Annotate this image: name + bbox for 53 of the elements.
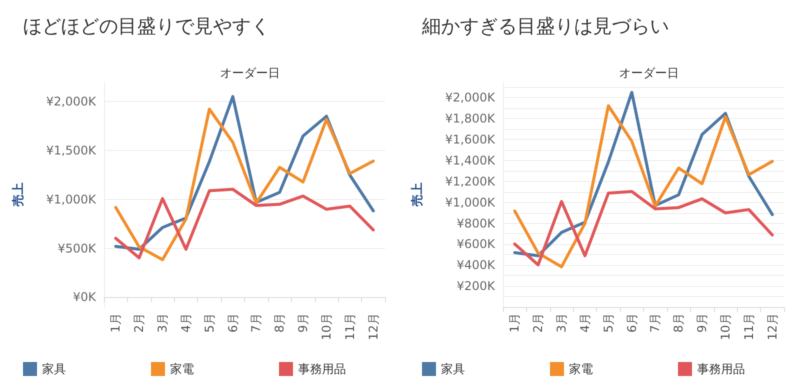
x-tick-label: 8月: [272, 313, 287, 333]
x-tick-label: 3月: [156, 313, 170, 333]
x-tick-label: 5月: [202, 313, 216, 333]
legend-label: 家具: [441, 362, 465, 376]
x-tick-label: 10月: [319, 313, 334, 340]
y-tick-label: ¥1,500K: [46, 143, 98, 158]
x-tick-label: 4月: [578, 313, 592, 333]
x-tick-label: 12月: [765, 313, 780, 340]
legend-label: 家電: [569, 362, 593, 376]
y-tick-label: ¥400K: [456, 258, 496, 272]
x-tick-label: 2月: [132, 313, 146, 333]
x-tick-label: 7月: [249, 313, 264, 333]
y-tick-label: ¥2,000K: [46, 94, 98, 109]
legend-label: 事務用品: [298, 362, 346, 376]
y-tick-label: ¥1,800K: [445, 112, 496, 126]
y-tick-label: ¥500K: [58, 241, 98, 256]
legend-label: 家電: [170, 362, 194, 376]
y-axis-title: 売上: [410, 182, 424, 206]
y-tick-label: ¥2,000K: [445, 90, 496, 105]
chart-title: ほどほどの目盛りで見やすく: [23, 16, 270, 38]
x-tick-label: 7月: [648, 313, 662, 333]
y-tick-label: ¥600K: [456, 237, 496, 252]
chart-title: 細かすぎる目盛りは見づらい: [421, 16, 669, 38]
x-tick-label: 9月: [296, 313, 310, 333]
y-axis-title: 売上: [11, 182, 25, 206]
x-tick-label: 4月: [178, 313, 193, 333]
x-tick-label: 8月: [672, 313, 686, 333]
y-tick-label: ¥200K: [456, 279, 496, 294]
x-tick-label: 11月: [342, 313, 357, 340]
y-tick-label: ¥0K: [72, 290, 98, 304]
y-tick-label: ¥1,000K: [445, 195, 496, 210]
line-series: [114, 188, 375, 260]
legend-label: 事務用品: [697, 362, 745, 376]
x-tick-label: 10月: [718, 313, 732, 340]
x-tick-label: 1月: [108, 313, 123, 333]
y-tick-label: ¥1,600K: [445, 132, 496, 147]
x-tick-label: 2月: [531, 313, 546, 333]
x-tick-label: 12月: [366, 313, 380, 340]
legend-label: 家具: [42, 362, 66, 376]
y-tick-label: ¥1,400K: [445, 153, 496, 168]
x-axis-title: オーダー日: [619, 66, 679, 80]
x-tick-label: 6月: [226, 313, 240, 333]
x-axis-title: オーダー日: [220, 66, 280, 80]
line-series: [513, 190, 774, 266]
y-tick-label: ¥800K: [456, 216, 496, 230]
x-tick-label: 11月: [742, 313, 756, 340]
x-tick-label: 9月: [695, 313, 710, 333]
x-tick-label: 5月: [601, 313, 616, 333]
x-tick-label: 1月: [508, 313, 522, 333]
x-tick-label: 6月: [624, 313, 639, 333]
y-tick-label: ¥1,200K: [445, 174, 496, 188]
y-tick-label: ¥1,000K: [46, 192, 98, 206]
x-tick-label: 3月: [554, 313, 569, 333]
